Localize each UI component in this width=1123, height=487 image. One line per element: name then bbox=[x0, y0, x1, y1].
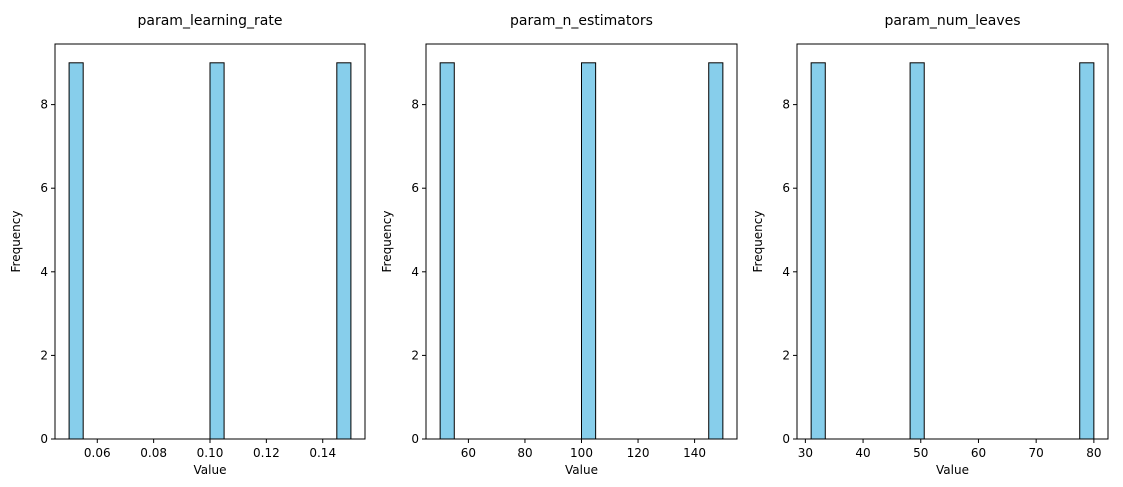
y-tick-label: 2 bbox=[411, 348, 419, 362]
x-axis-label: Value bbox=[565, 463, 598, 477]
y-tick-label: 0 bbox=[411, 432, 419, 446]
y-tick-label: 2 bbox=[40, 348, 48, 362]
x-tick-label: 70 bbox=[1029, 446, 1044, 460]
y-tick-label: 6 bbox=[40, 181, 48, 195]
x-axis-label: Value bbox=[194, 463, 227, 477]
x-tick-label: 80 bbox=[517, 446, 532, 460]
x-tick-label: 50 bbox=[913, 446, 928, 460]
x-tick-label: 140 bbox=[683, 446, 706, 460]
y-tick-label: 4 bbox=[411, 265, 419, 279]
subplot-title: param_learning_rate bbox=[138, 13, 283, 29]
axes-frame bbox=[796, 43, 1109, 440]
x-tick-label: 0.14 bbox=[309, 446, 336, 460]
x-tick-label: 0.06 bbox=[84, 446, 111, 460]
y-axis-label: Frequency bbox=[380, 211, 394, 273]
x-tick-label: 0.08 bbox=[140, 446, 167, 460]
histogram-bar bbox=[439, 62, 455, 440]
x-tick-label: 60 bbox=[461, 446, 476, 460]
x-axis-label: Value bbox=[936, 463, 969, 477]
x-tick-label: 80 bbox=[1086, 446, 1101, 460]
y-axis-label: Frequency bbox=[751, 211, 765, 273]
x-tick-label: 40 bbox=[855, 446, 870, 460]
x-tick-label: 30 bbox=[798, 446, 813, 460]
histogram-bar bbox=[68, 62, 84, 440]
y-tick-label: 4 bbox=[782, 265, 790, 279]
y-tick-label: 8 bbox=[411, 98, 419, 112]
y-tick-label: 0 bbox=[782, 432, 790, 446]
histogram-bar bbox=[1079, 62, 1095, 440]
histogram-bar bbox=[209, 62, 225, 440]
y-tick-label: 6 bbox=[411, 181, 419, 195]
y-tick-label: 8 bbox=[782, 98, 790, 112]
y-axis-label: Frequency bbox=[9, 211, 23, 273]
x-tick-label: 60 bbox=[971, 446, 986, 460]
y-tick-label: 2 bbox=[782, 348, 790, 362]
x-tick-label: 100 bbox=[570, 446, 593, 460]
y-tick-label: 8 bbox=[40, 98, 48, 112]
subplot-title: param_num_leaves bbox=[884, 13, 1020, 29]
subplot-n-estimators: param_n_estimators Value Frequency 60 80 1… bbox=[380, 13, 738, 477]
y-tick-label: 0 bbox=[40, 432, 48, 446]
x-tick-label: 0.10 bbox=[197, 446, 224, 460]
subplot-num-leaves: param_num_leaves Value Frequency 30 40 50 6… bbox=[751, 13, 1109, 477]
subplot-title: param_n_estimators bbox=[510, 13, 653, 29]
histogram-bar bbox=[909, 62, 925, 440]
x-tick-label: 120 bbox=[627, 446, 650, 460]
y-tick-label: 4 bbox=[40, 265, 48, 279]
histogram-bar bbox=[581, 62, 597, 440]
histogram-bar bbox=[810, 62, 826, 440]
subplot-learning-rate: param_learning_rate Value Frequency 0.06… bbox=[9, 13, 366, 477]
histogram-bar bbox=[708, 62, 724, 440]
y-tick-label: 6 bbox=[782, 181, 790, 195]
x-tick-label: 0.12 bbox=[253, 446, 280, 460]
histogram-bar bbox=[336, 62, 352, 440]
